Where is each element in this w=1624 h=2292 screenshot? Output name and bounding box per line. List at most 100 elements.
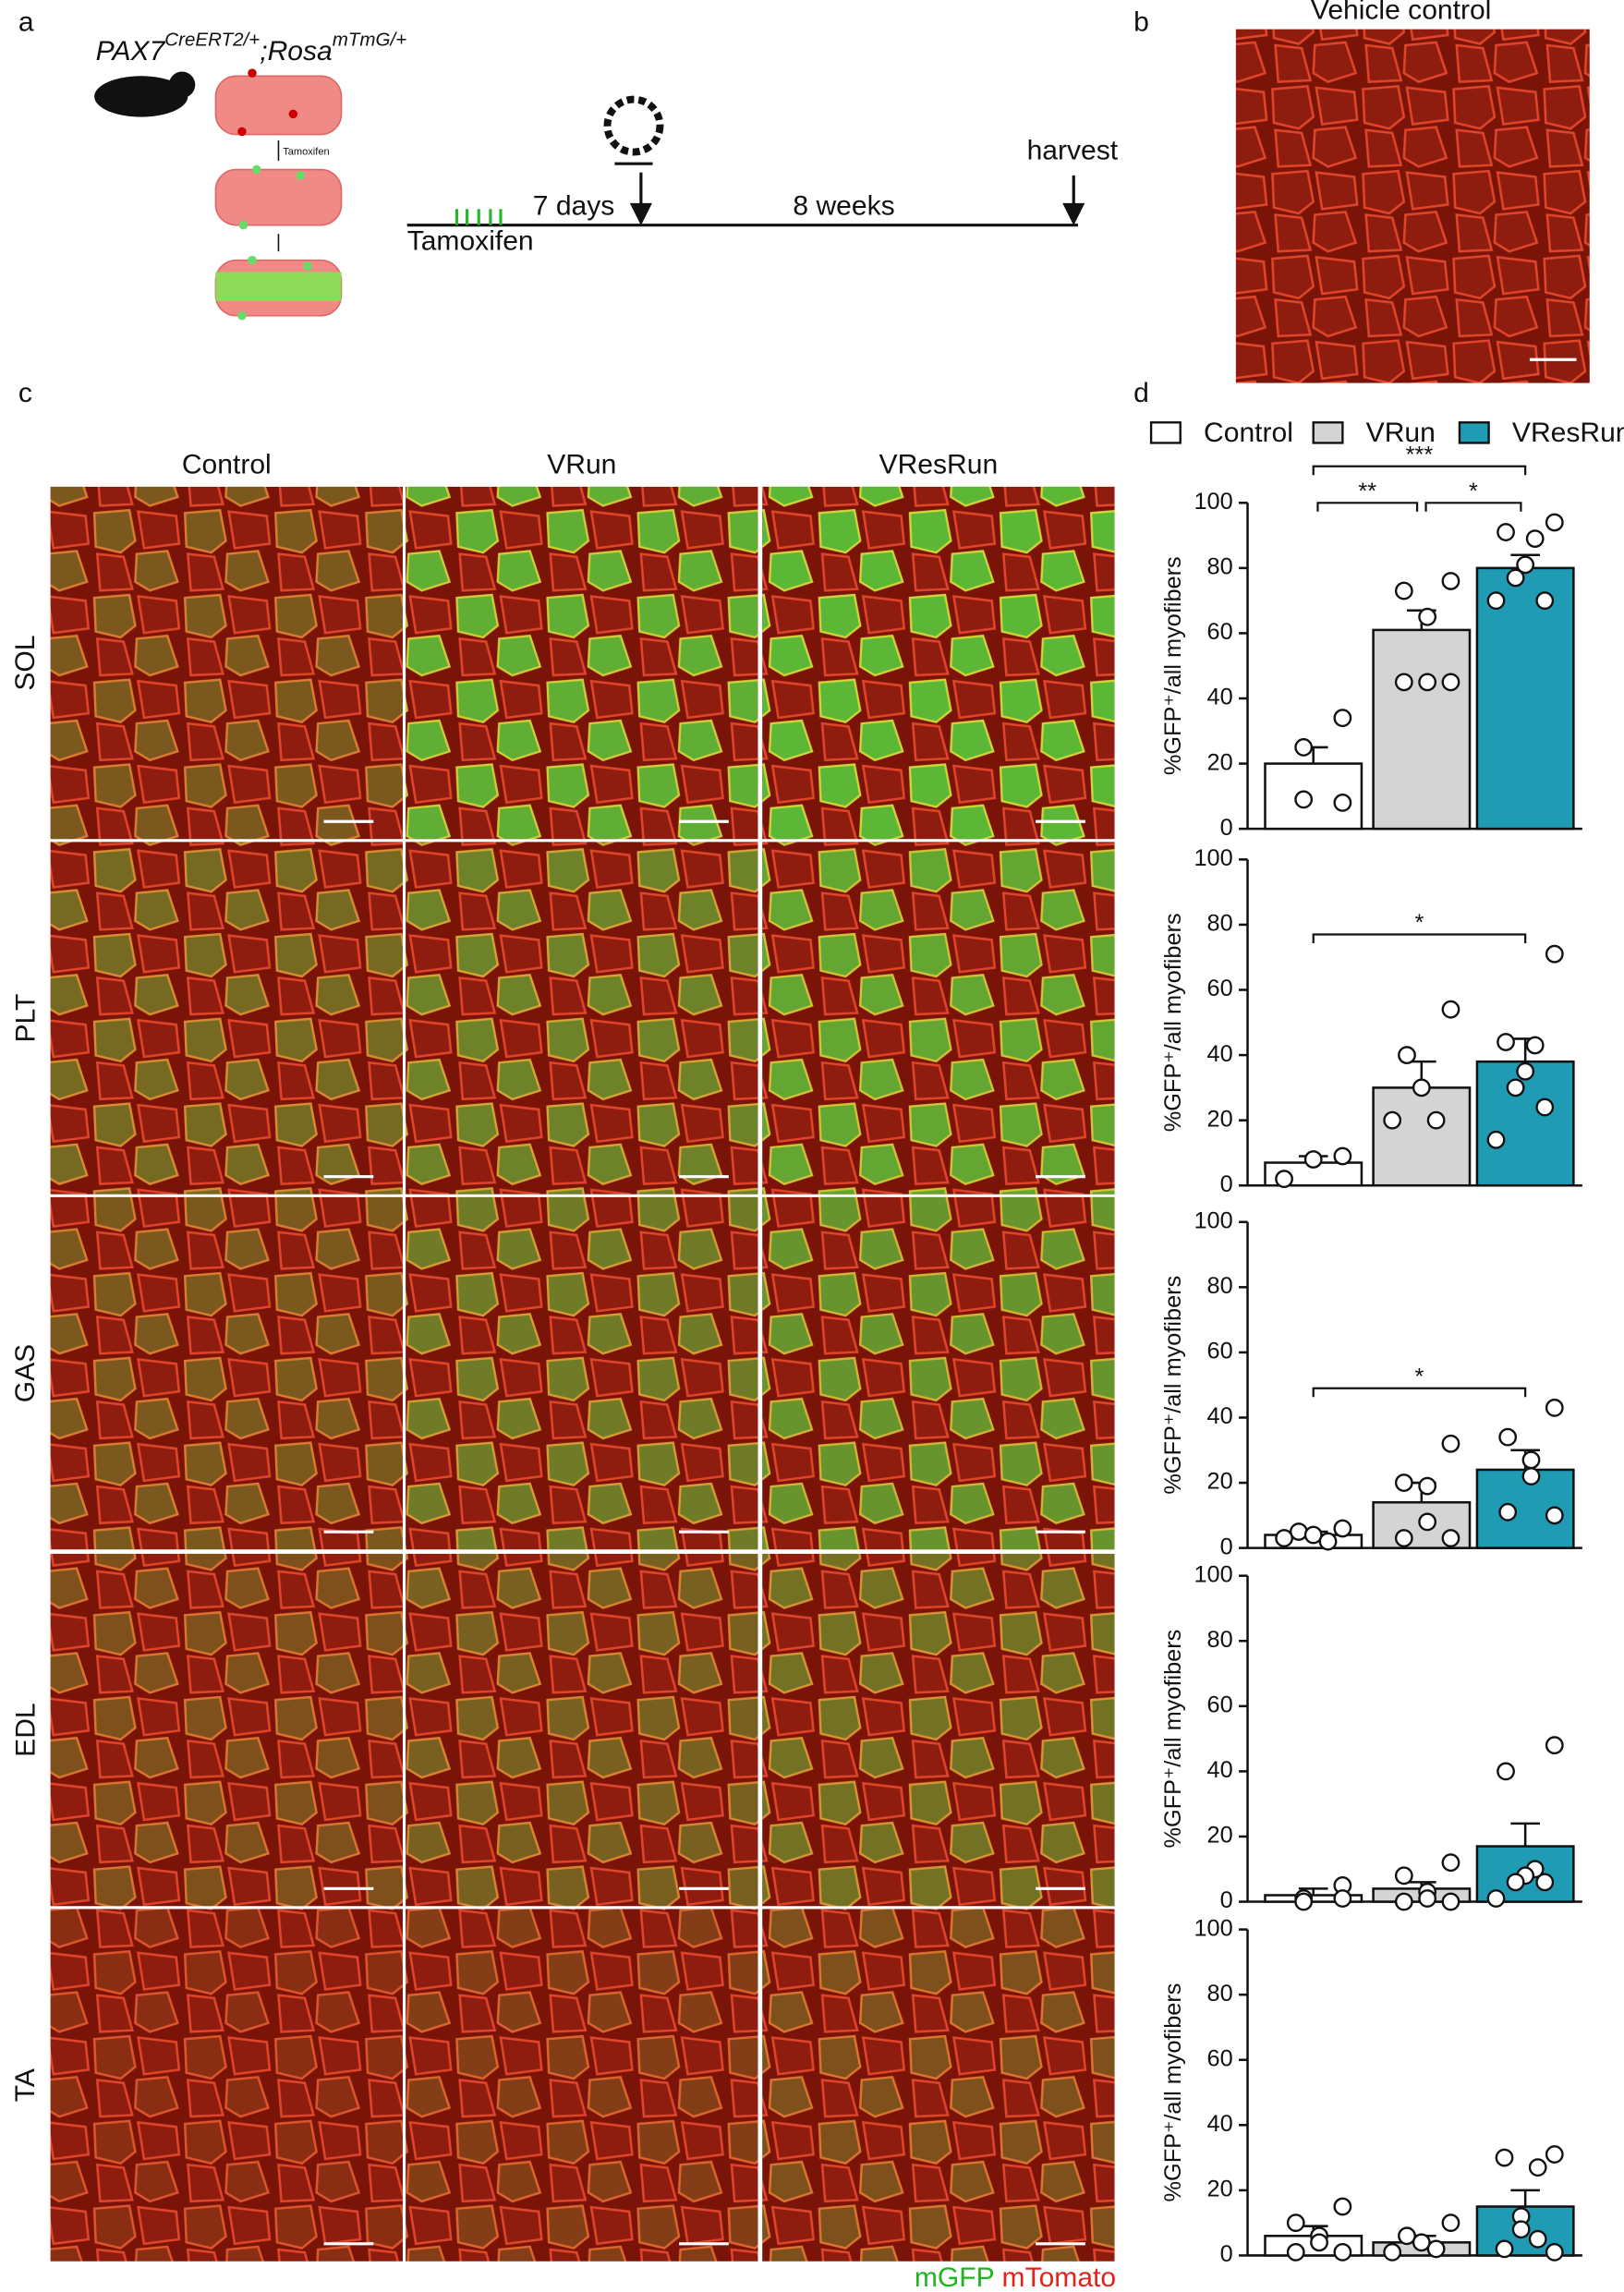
- data-point: [1441, 1434, 1460, 1453]
- y-tick-label: 60: [1207, 1339, 1233, 1364]
- micrograph-green: [406, 486, 758, 840]
- data-point: [1495, 2239, 1514, 2259]
- micrograph-green: [406, 1909, 758, 2262]
- y-tick-label: 60: [1207, 1692, 1233, 1718]
- significance-bracket: [1316, 502, 1419, 512]
- micrograph: [762, 842, 1115, 1195]
- data-point: [1497, 523, 1515, 541]
- data-point: [1441, 1529, 1460, 1547]
- mouse-head: [168, 71, 196, 99]
- data-point: [1303, 1150, 1323, 1169]
- significance-bracket: [1312, 933, 1527, 944]
- data-point: [1418, 673, 1437, 692]
- data-point: [1516, 555, 1535, 575]
- legend-swatch: [1312, 421, 1344, 444]
- error-bar: [1298, 1887, 1328, 1896]
- row-label: SOL: [10, 635, 41, 690]
- data-point: [1394, 673, 1413, 692]
- channel-legend: mGFP mTomato: [915, 2262, 1116, 2292]
- genotype: PAX7CreERT2/+;RosamTmG/+: [96, 30, 407, 67]
- data-point: [1418, 607, 1437, 626]
- data-point: [1333, 709, 1352, 728]
- data-point: [1498, 1502, 1518, 1522]
- micrograph: [406, 1909, 758, 2262]
- micrograph: [406, 1553, 758, 1907]
- column-header: VResRun: [879, 450, 999, 480]
- data-point: [1294, 1892, 1314, 1911]
- data-point: [1545, 2145, 1564, 2164]
- micrograph-green: [406, 1196, 758, 1550]
- y-tick-label: 0: [1220, 2241, 1233, 2267]
- data-point: [1441, 1853, 1460, 1873]
- data-point: [1383, 2243, 1402, 2262]
- row-label: PLT: [10, 994, 41, 1043]
- data-point: [1497, 1762, 1515, 1781]
- timeline-start: Tamoxifen: [407, 226, 534, 257]
- data-point: [1521, 1467, 1541, 1486]
- data-point: [1486, 1130, 1506, 1149]
- data-point: [1495, 2148, 1514, 2167]
- bar: [1372, 1086, 1472, 1187]
- data-point: [1318, 1532, 1338, 1551]
- y-tick-label: 60: [1207, 2045, 1233, 2071]
- data-point: [1333, 1146, 1352, 1166]
- vehicle-image: [1235, 29, 1590, 383]
- significance-bracket: [1312, 465, 1527, 476]
- data-point: [1521, 1450, 1541, 1470]
- panel-label: b: [1133, 6, 1149, 37]
- y-tick-label: 100: [1194, 1207, 1232, 1233]
- data-point: [1333, 1519, 1352, 1538]
- data-point: [1486, 1889, 1506, 1908]
- allele: CreERT2/+: [164, 30, 260, 51]
- data-point: [1310, 2233, 1328, 2252]
- data-point: [1333, 2243, 1352, 2262]
- data-point: [1535, 591, 1555, 611]
- data-point: [1516, 1061, 1535, 1081]
- data-point: [1441, 1000, 1460, 1019]
- data-point: [1426, 1110, 1446, 1130]
- micrograph: [50, 842, 403, 1195]
- data-point: [1506, 1078, 1525, 1097]
- significance-bracket: [1312, 1387, 1527, 1398]
- data-point: [1506, 1873, 1525, 1892]
- data-point: [1286, 2213, 1305, 2233]
- y-tick-label: 20: [1207, 1106, 1233, 1132]
- timeline: [406, 95, 1085, 227]
- row-label: GAS: [10, 1344, 41, 1402]
- data-point: [1394, 1529, 1413, 1547]
- data-point: [1275, 1170, 1293, 1189]
- y-tick-label: 60: [1207, 976, 1233, 1001]
- legend-label: VResRun: [1512, 418, 1624, 448]
- micrograph-green: [762, 486, 1115, 840]
- y-tick-label: 100: [1194, 1561, 1232, 1587]
- micrograph: [762, 1553, 1115, 1907]
- panel-label: a: [18, 6, 34, 37]
- micrograph-green: [50, 1553, 403, 1907]
- y-tick-label: 80: [1207, 554, 1233, 580]
- data-point: [1441, 2213, 1460, 2233]
- y-axis-label: %GFP⁺/all myofibers: [1160, 556, 1186, 775]
- micrograph-green: [762, 1553, 1115, 1907]
- panel-label: d: [1133, 378, 1149, 408]
- data-point: [1418, 1476, 1437, 1496]
- data-point: [1497, 1033, 1515, 1051]
- y-tick-label: 0: [1220, 815, 1233, 841]
- data-point: [1441, 1892, 1460, 1911]
- legend-label: VRun: [1366, 418, 1436, 448]
- data-point: [1511, 2220, 1531, 2239]
- y-tick-label: 80: [1207, 1627, 1233, 1653]
- micrograph-green: [762, 842, 1115, 1195]
- data-point: [1506, 568, 1525, 588]
- y-tick-label: 20: [1207, 2177, 1233, 2202]
- y-tick-label: 40: [1207, 2111, 1233, 2137]
- allele: mTmG/+: [333, 30, 406, 51]
- y-tick-label: 100: [1194, 489, 1232, 515]
- fiber-icons: [214, 68, 343, 321]
- micrograph-green: [762, 1909, 1115, 2262]
- micrograph: [406, 486, 758, 840]
- data-point: [1525, 529, 1545, 549]
- micrograph: [762, 1196, 1115, 1550]
- layout: [94, 29, 1590, 383]
- micrograph: [50, 1553, 403, 1907]
